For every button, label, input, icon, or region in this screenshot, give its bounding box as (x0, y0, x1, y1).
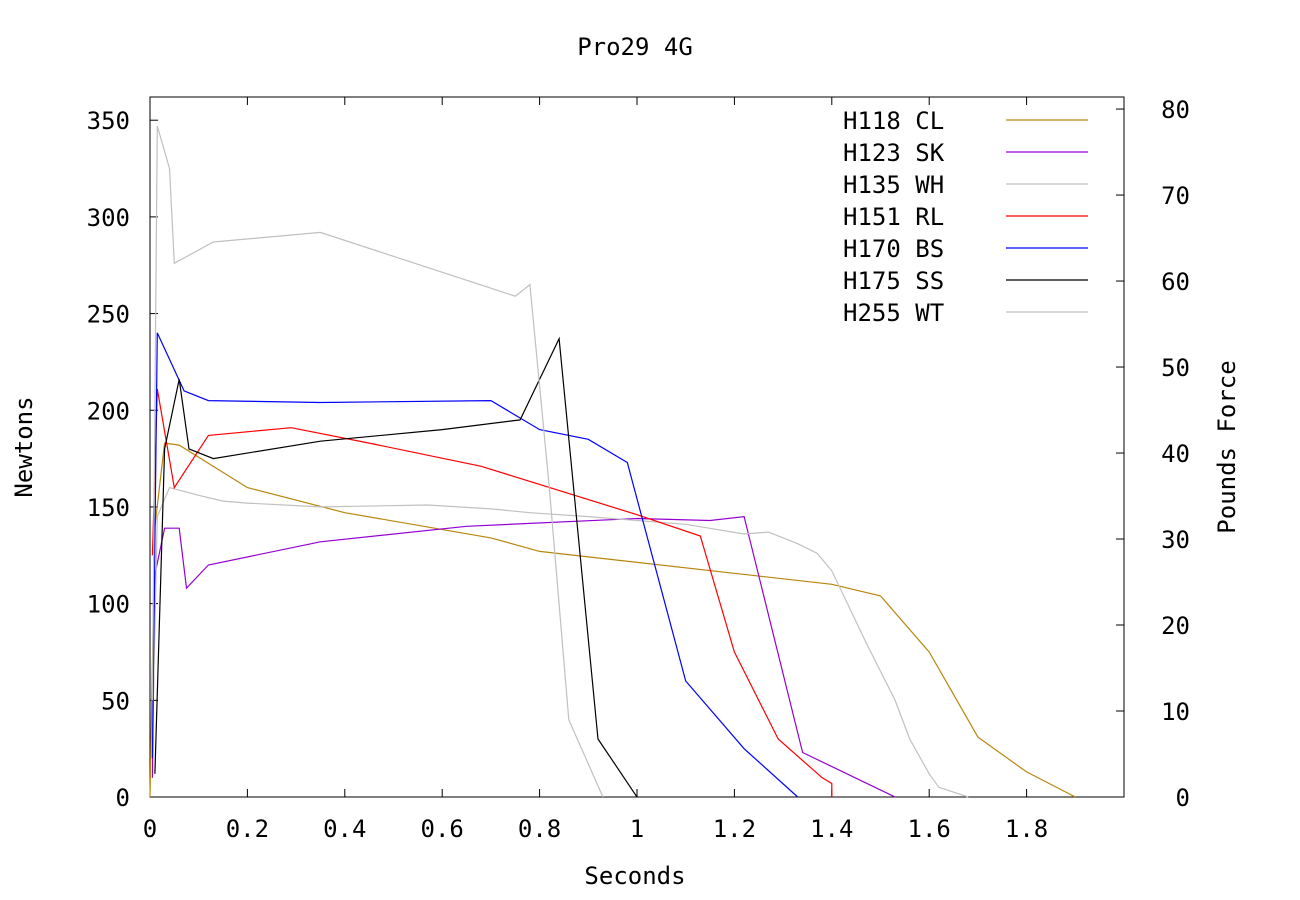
series-line-h123-sk (151, 515, 896, 798)
series-lines (149, 125, 1076, 798)
legend-label: H170 BS (843, 235, 944, 263)
legend-label: H151 RL (843, 203, 944, 231)
legend-label: H255 WT (843, 299, 944, 327)
y2-tick-label: 80 (1161, 96, 1190, 124)
x-tick-label: 0.6 (421, 815, 464, 843)
y2-tick-label: 30 (1161, 526, 1190, 554)
y2-tick-label: 40 (1161, 440, 1190, 468)
x-tick-label: 1.8 (1005, 815, 1048, 843)
x-tick-label: 0.4 (323, 815, 366, 843)
y2-tick-label: 70 (1161, 182, 1190, 210)
legend-label: H118 CL (843, 107, 944, 135)
x-tick-label: 1.4 (810, 815, 853, 843)
y2-axis-label: Pounds Force (1213, 360, 1241, 533)
y-tick-label: 0 (116, 784, 130, 812)
chart-title: Pro29 4G (577, 33, 693, 61)
y2-tick-label: 0 (1176, 784, 1190, 812)
y-tick-label: 50 (101, 687, 130, 715)
y-tick-label: 200 (87, 397, 130, 425)
y-axis-label: Newtons (10, 396, 38, 497)
y2-axis-ticks: 0 10 20 30 40 50 60 70 80 (1116, 96, 1190, 812)
y-tick-label: 150 (87, 494, 130, 522)
y-tick-label: 300 (87, 204, 130, 232)
x-tick-label: 1.2 (713, 815, 756, 843)
y-tick-label: 350 (87, 107, 130, 135)
x-tick-label: 0.8 (518, 815, 561, 843)
x-tick-label: 1 (630, 815, 644, 843)
x-axis-ticks: 0 0.2 0.4 0.6 0.8 1 1.2 1.4 1.6 1.8 (143, 97, 1048, 843)
y-axis-ticks: 0 50 100 150 200 250 300 350 (87, 107, 158, 812)
legend-label: H123 SK (843, 139, 945, 167)
legend-label: H135 WH (843, 171, 944, 199)
y2-tick-label: 10 (1161, 698, 1190, 726)
series-line-h151-rl (151, 388, 833, 797)
x-tick-label: 0 (143, 815, 157, 843)
y-tick-label: 100 (87, 591, 130, 619)
x-tick-label: 0.2 (226, 815, 269, 843)
y2-tick-label: 20 (1161, 612, 1190, 640)
legend-label: H175 SS (843, 267, 944, 295)
series-line-h255-wt (151, 125, 604, 798)
x-tick-label: 1.6 (908, 815, 951, 843)
legend: H118 CL H123 SK H135 WH H151 RL H170 BS H175 … (843, 107, 1088, 327)
y-tick-label: 250 (87, 301, 130, 329)
series-line-h175-ss (154, 336, 638, 798)
y2-tick-label: 50 (1161, 354, 1190, 382)
y2-tick-label: 60 (1161, 268, 1190, 296)
x-axis-label: Seconds (584, 862, 685, 890)
